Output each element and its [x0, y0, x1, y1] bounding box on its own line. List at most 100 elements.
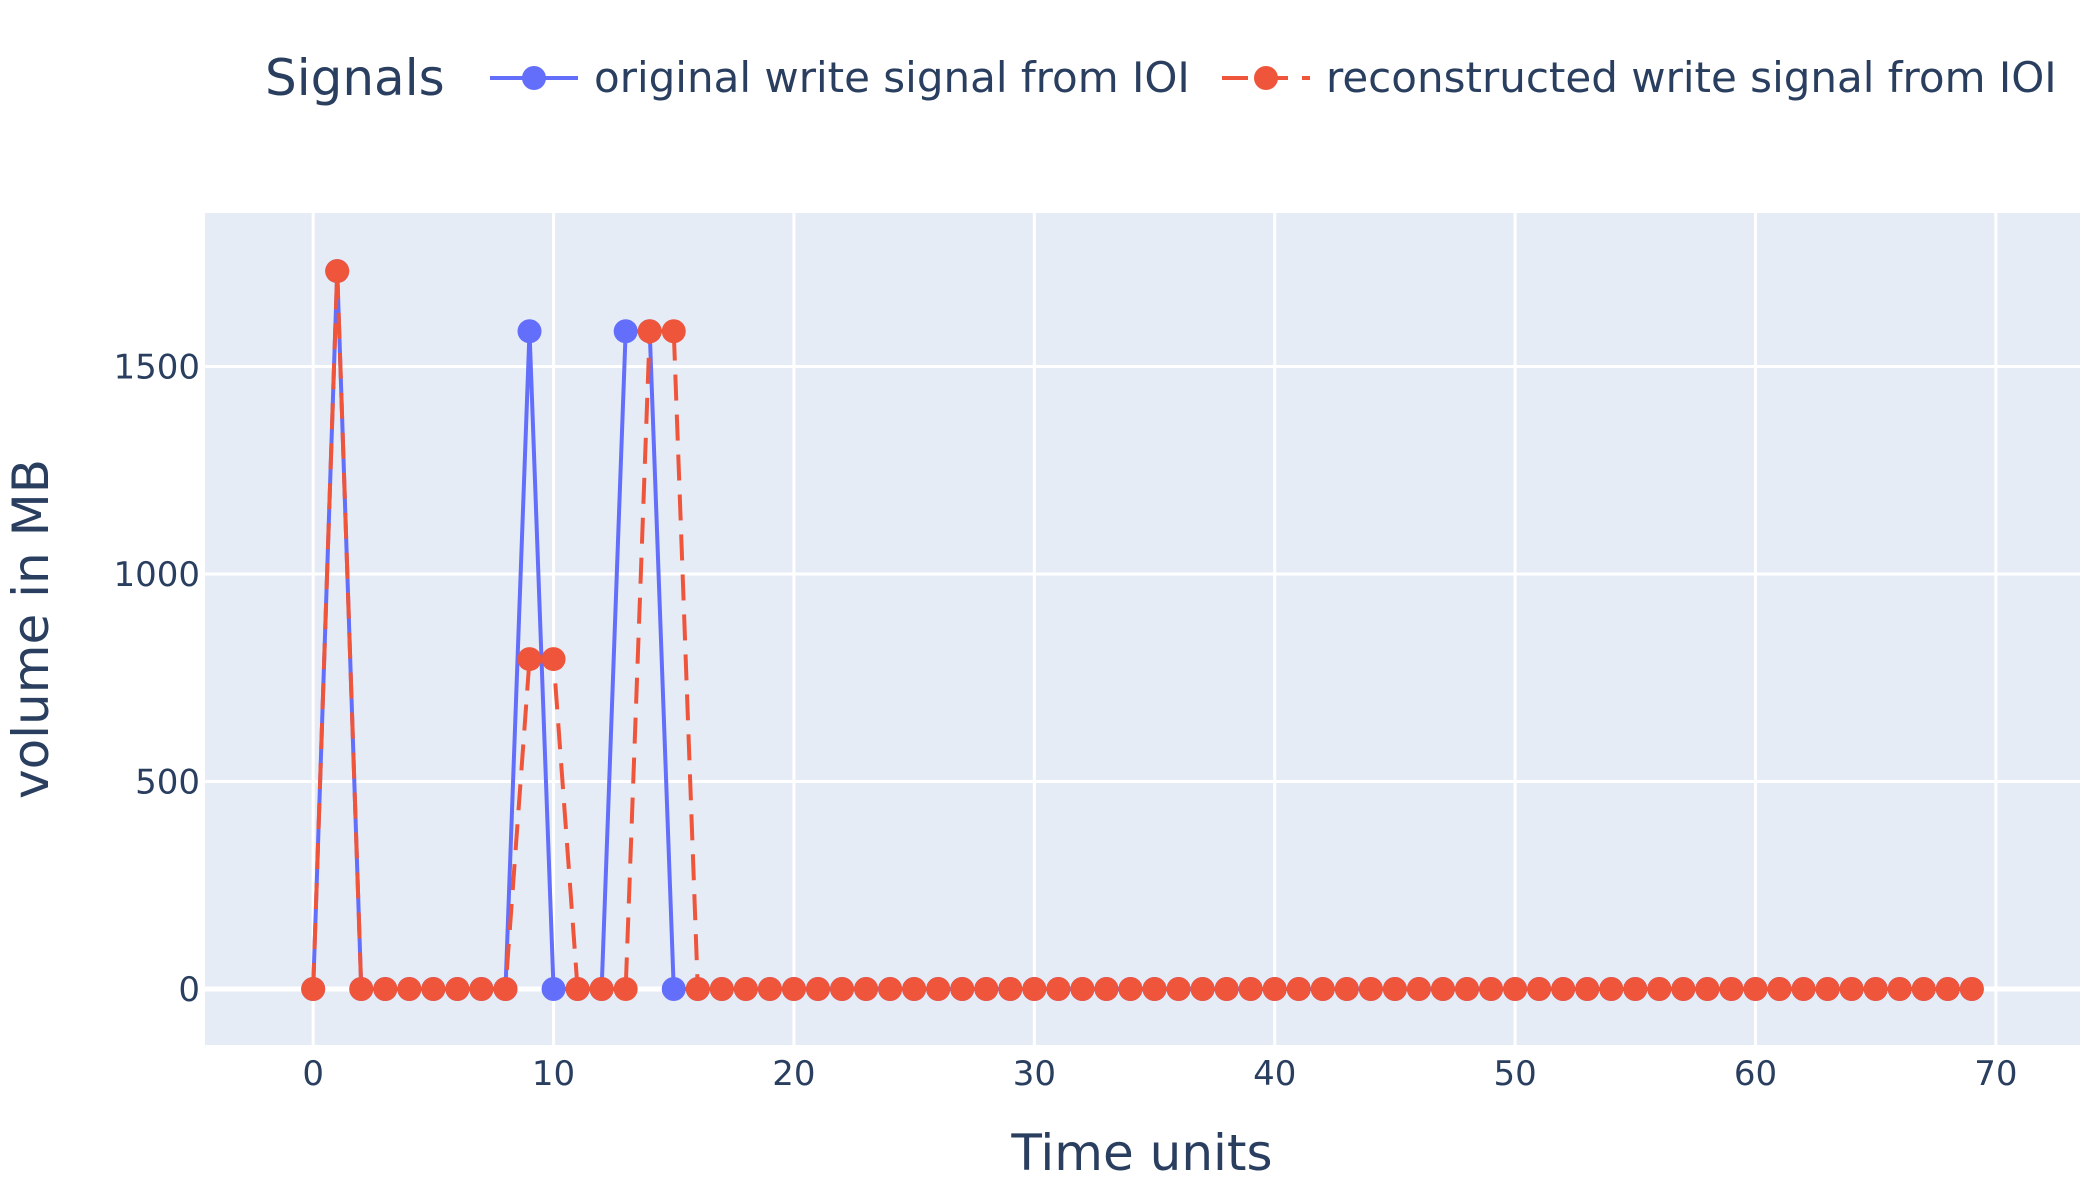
data-point [421, 976, 446, 1001]
data-point [1286, 976, 1311, 1001]
data-point [709, 976, 734, 1001]
data-point [613, 319, 638, 344]
tick-labels: 0 10 20 30 40 50 60 70 0 500 1000 1500 [113, 348, 2017, 1094]
data-point [1238, 976, 1263, 1001]
data-point [1334, 976, 1359, 1001]
data-point [1430, 976, 1455, 1001]
y-tick-label: 1000 [113, 555, 200, 595]
x-tick-label: 40 [1253, 1054, 1296, 1094]
data-point [1935, 976, 1960, 1001]
legend-label: original write signal from IOI [594, 53, 1190, 102]
data-point [902, 976, 927, 1001]
x-tick-label: 50 [1493, 1054, 1536, 1094]
data-point [1575, 976, 1600, 1001]
data-point [661, 976, 686, 1001]
data-point [1959, 976, 1984, 1001]
data-point [1767, 976, 1792, 1001]
x-tick-label: 60 [1734, 1054, 1777, 1094]
data-point [1671, 976, 1696, 1001]
data-point [1623, 976, 1648, 1001]
data-point [1406, 976, 1431, 1001]
data-point [661, 319, 686, 344]
data-point [325, 259, 350, 284]
data-point [541, 647, 566, 672]
data-point [1142, 976, 1167, 1001]
data-point [397, 976, 422, 1001]
legend[interactable]: Signals original write signal from IOI re… [265, 49, 2057, 107]
legend-items[interactable]: original write signal from IOI reconstruc… [490, 53, 2057, 102]
data-point [1527, 976, 1552, 1001]
legend-item[interactable]: reconstructed write signal from IOI [1222, 53, 2057, 102]
data-point [1719, 976, 1744, 1001]
data-point [1599, 976, 1624, 1001]
data-point [805, 976, 830, 1001]
data-point [517, 647, 542, 672]
data-point [1310, 976, 1335, 1001]
x-tick-label: 30 [1013, 1054, 1056, 1094]
data-point [1118, 976, 1143, 1001]
data-point [349, 976, 374, 1001]
y-tick-label: 1500 [113, 348, 200, 388]
y-axis-title: volume in MB [2, 459, 60, 799]
data-point [1094, 976, 1119, 1001]
data-point [1022, 976, 1047, 1001]
data-point [1743, 976, 1768, 1001]
data-point [1479, 976, 1504, 1001]
legend-marker [1254, 66, 1278, 90]
data-point [1503, 976, 1528, 1001]
y-tick-label: 0 [178, 970, 200, 1010]
data-point [998, 976, 1023, 1001]
data-point [1863, 976, 1888, 1001]
data-point [541, 976, 566, 1001]
legend-item[interactable]: original write signal from IOI [490, 53, 1190, 102]
x-tick-label: 20 [772, 1054, 815, 1094]
plot-background [205, 213, 2080, 1045]
data-point [974, 976, 999, 1001]
data-point [781, 976, 806, 1001]
data-point [1695, 976, 1720, 1001]
legend-symbol [1222, 66, 1310, 90]
data-point [1046, 976, 1071, 1001]
data-point [589, 976, 614, 1001]
data-point [613, 976, 638, 1001]
legend-title: Signals [265, 49, 445, 107]
data-point [1166, 976, 1191, 1001]
legend-symbol [490, 66, 578, 90]
data-point [1815, 976, 1840, 1001]
data-point [1070, 976, 1095, 1001]
series-line [311, 269, 1972, 991]
data-point [854, 976, 879, 1001]
data-point [1214, 976, 1239, 1001]
data-point [830, 976, 855, 1001]
data-point [565, 976, 590, 1001]
data-point [1791, 976, 1816, 1001]
data-point [1358, 976, 1383, 1001]
data-point [1911, 976, 1936, 1001]
data-point [445, 976, 470, 1001]
data-point [493, 976, 518, 1001]
data-point [733, 976, 758, 1001]
data-point [1647, 976, 1672, 1001]
x-tick-label: 0 [302, 1054, 324, 1094]
data-point [637, 319, 662, 344]
series-layer [301, 259, 1984, 1001]
y-tick-label: 500 [135, 762, 200, 802]
data-point [1262, 976, 1287, 1001]
legend-label: reconstructed write signal from IOI [1326, 53, 2057, 102]
data-point [926, 976, 951, 1001]
legend-marker [522, 66, 546, 90]
data-point [373, 976, 398, 1001]
x-tick-label: 70 [1974, 1054, 2017, 1094]
data-point [1382, 976, 1407, 1001]
data-point [950, 976, 975, 1001]
data-point [1839, 976, 1864, 1001]
data-point [1551, 976, 1576, 1001]
data-point [1455, 976, 1480, 1001]
x-tick-label: 10 [532, 1054, 575, 1094]
x-axis-title: Time units [1010, 1124, 1272, 1182]
data-point [757, 976, 782, 1001]
series-2 [301, 259, 1984, 1001]
data-point [1190, 976, 1215, 1001]
